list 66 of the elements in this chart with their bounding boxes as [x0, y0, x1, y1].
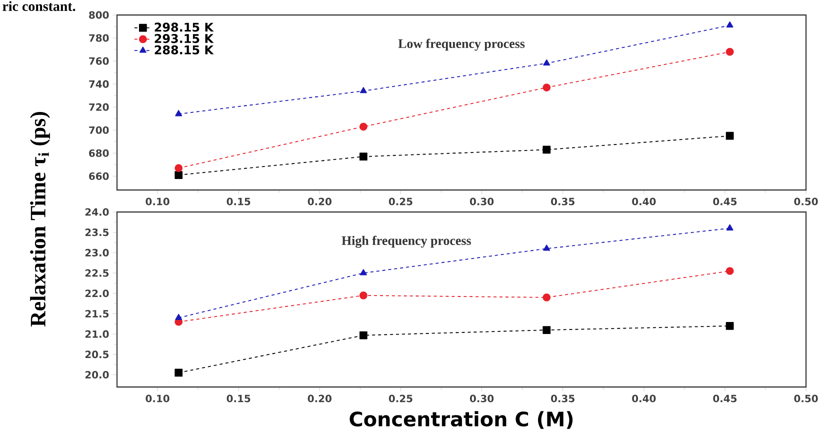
x-tick-label: 0.45 [713, 394, 737, 402]
x-tick-label: 0.35 [551, 394, 574, 402]
y-tick-label: 780 [89, 34, 109, 42]
text: ric constant. [2, 1, 76, 12]
y-tick-label: 20.5 [85, 350, 109, 358]
y-tick-label: 23.5 [85, 228, 109, 236]
y-tick-label: 700 [89, 126, 109, 134]
point [360, 269, 367, 276]
point [726, 267, 734, 275]
x-tick-label: 0.50 [794, 198, 818, 206]
point [726, 322, 734, 330]
x-axis-title: Concentration C (M) [350, 411, 573, 429]
y-tick-label: 20.0 [85, 370, 109, 379]
point [359, 331, 368, 340]
point [726, 21, 734, 28]
x-tick-label: 0.20 [308, 198, 332, 206]
y-tick-label: 24.0 [85, 208, 109, 216]
legend-label: 293.15 K [154, 34, 214, 44]
y-axis-title: Relaxation Time τ$_{i}$ (ps) [30, 112, 50, 327]
point [360, 87, 367, 94]
annotation: Low frequency process [398, 38, 525, 51]
x-tick-label: 0.10 [146, 394, 170, 402]
point [174, 171, 183, 179]
y-tick-label: 22.0 [85, 290, 109, 298]
x-tick-label: 0.40 [632, 394, 656, 402]
y-tick-label: 23.0 [85, 248, 109, 256]
point [726, 132, 734, 140]
y-tick-label: 800 [89, 11, 109, 19]
legend-label: 298.15 K [154, 22, 214, 32]
x-tick-label: 0.25 [388, 394, 412, 402]
x-tick-label: 0.15 [226, 198, 250, 206]
y-tick-label: 660 [89, 172, 109, 180]
point [359, 291, 368, 300]
y-tick-label: 22.5 [85, 269, 109, 277]
point [174, 368, 183, 377]
x-tick-label: 0.45 [713, 198, 737, 206]
y-tick-label: 21.5 [85, 310, 109, 318]
point [175, 110, 182, 116]
point [542, 294, 551, 302]
x-tick-label: 0.25 [388, 198, 412, 206]
point [542, 146, 551, 154]
legend-label: 288.15 K [154, 45, 214, 54]
y-tick-label: 760 [89, 57, 109, 65]
point [726, 224, 734, 230]
x-tick-label: 0.50 [794, 394, 818, 402]
x-tick-label: 0.35 [551, 198, 574, 206]
x-tick-label: 0.30 [470, 394, 494, 402]
point [174, 164, 183, 172]
x-tick-label: 0.10 [146, 198, 170, 206]
annotation: High frequency process [342, 236, 471, 248]
x-tick-label: 0.30 [470, 198, 494, 206]
y-tick-label: 720 [89, 103, 109, 111]
point [359, 152, 368, 161]
x-tick-label: 0.15 [226, 394, 250, 402]
point [543, 59, 550, 66]
x-tick-label: 0.20 [308, 394, 332, 402]
x-tick-label: 0.40 [632, 198, 656, 206]
y-tick-label: 740 [89, 80, 109, 88]
y-tick-label: 21.0 [85, 330, 109, 338]
point [359, 122, 368, 131]
y-tick-label: 680 [89, 149, 109, 157]
point [726, 48, 734, 56]
point [542, 326, 551, 334]
point [175, 314, 182, 320]
point [543, 244, 550, 251]
point [542, 84, 551, 92]
